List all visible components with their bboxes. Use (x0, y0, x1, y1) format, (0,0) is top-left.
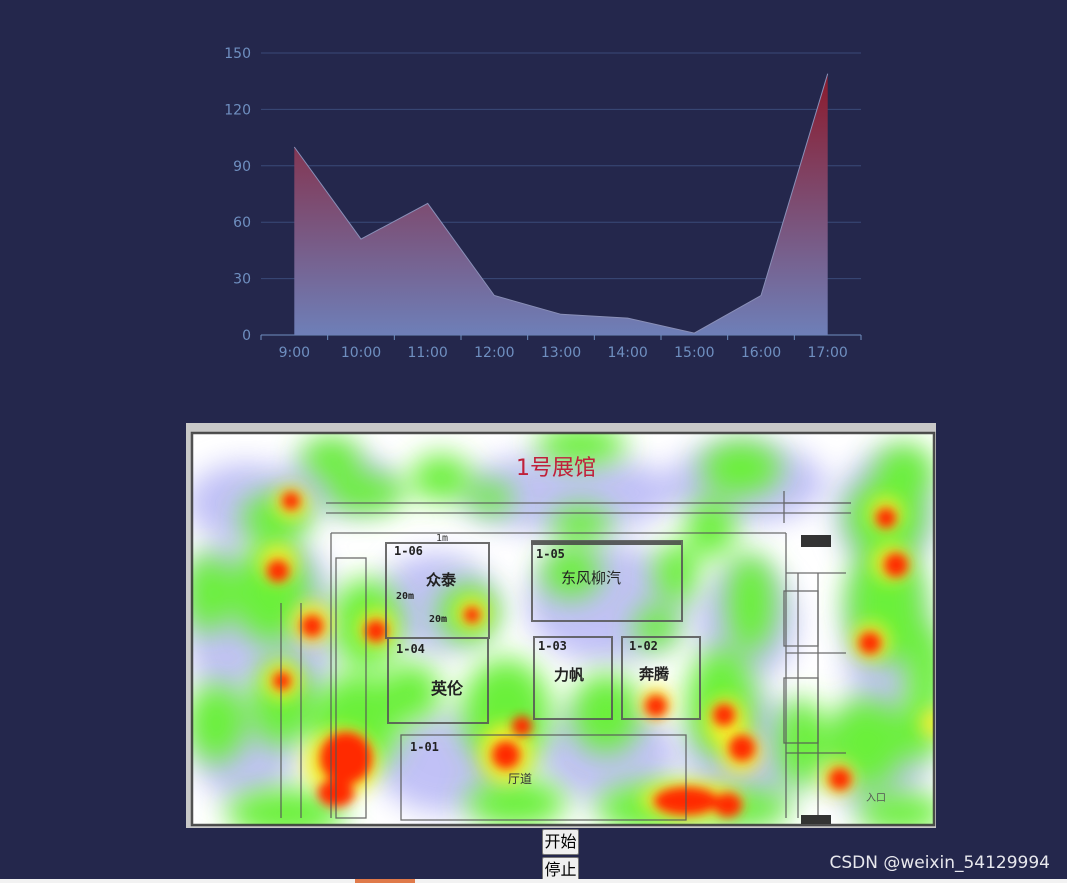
hall-title: 1号展馆 (516, 456, 596, 481)
booth-code: 1-05 (536, 547, 565, 561)
heat-blob (464, 607, 480, 623)
heat-blob (267, 560, 289, 582)
x-tick-label: 13:00 (541, 345, 581, 361)
heat-blob (829, 768, 851, 790)
heat-blob (301, 615, 323, 637)
heat-blob (654, 543, 698, 603)
scale-label: 1m (436, 533, 448, 544)
booth-code: 1-04 (396, 642, 425, 656)
y-tick-label: 120 (224, 102, 251, 118)
heat-blob (186, 683, 246, 763)
heat-blob (512, 716, 532, 736)
y-tick-label: 60 (233, 215, 251, 231)
booth-code: 1-02 (629, 639, 658, 653)
heat-blob (282, 492, 300, 510)
start-button[interactable]: 开始 (542, 829, 579, 855)
booth-code: 1-01 (410, 740, 439, 754)
y-tick-label: 150 (224, 46, 251, 62)
booth-name: 众泰 (426, 571, 457, 589)
heat-blob (729, 735, 755, 761)
x-tick-label: 17:00 (807, 345, 847, 361)
area-series-fill (294, 74, 827, 335)
y-tick-label: 30 (233, 272, 251, 288)
x-tick-label: 11:00 (407, 345, 447, 361)
booth-name: 力帆 (554, 666, 584, 684)
hall-corridor-label: 厅道 (508, 772, 532, 786)
heat-blob (859, 632, 881, 654)
booth-name: 东风柳汽 (561, 569, 621, 587)
heat-blob (273, 672, 291, 690)
x-tick-label: 9:00 (279, 345, 310, 361)
heat-blob (492, 741, 520, 769)
bottom-accent (355, 879, 415, 883)
heatmap-panel: 1号展馆 1m 1-06 众泰 20m 20m 1-05 东风柳汽 1-04 英… (186, 423, 936, 828)
y-tick-label: 0 (242, 328, 251, 344)
floorplan-heatmap: 1号展馆 1m 1-06 众泰 20m 20m 1-05 东风柳汽 1-04 英… (186, 423, 936, 828)
x-tick-label: 14:00 (607, 345, 647, 361)
heat-blob (320, 732, 372, 784)
x-tick-label: 16:00 (741, 345, 781, 361)
heat-blob (411, 454, 471, 502)
entrance-label: 入口 (866, 793, 886, 804)
heat-blob (876, 508, 896, 528)
heat-blob (713, 704, 735, 726)
booth-name: 奔腾 (638, 665, 670, 683)
heat-blob (686, 498, 736, 558)
heat-blob (469, 482, 513, 514)
y-tick-label: 90 (233, 159, 251, 175)
heat-blob (701, 440, 781, 496)
heat-blob (571, 673, 641, 753)
x-tick-label: 15:00 (674, 345, 714, 361)
heat-blob (365, 620, 387, 642)
heat-blob (326, 473, 406, 513)
dimension-label: 20m (429, 614, 447, 625)
booth-code: 1-06 (394, 544, 423, 558)
heat-blob (645, 695, 667, 717)
booth-name: 英伦 (430, 679, 464, 698)
bottom-strip (0, 879, 1067, 883)
booth-code: 1-03 (538, 639, 567, 653)
heat-blob (551, 505, 611, 541)
dimension-label: 20m (396, 591, 414, 602)
heat-blob (301, 436, 361, 480)
heat-blob (714, 793, 742, 817)
area-chart: 0 30 60 90 120 150 9:00 10:00 11:00 12:00 13:00 14… (0, 0, 1067, 380)
watermark: CSDN @weixin_54129994 (829, 853, 1050, 873)
heat-blob (884, 553, 908, 577)
x-tick-label: 12:00 (474, 345, 514, 361)
heat-blob (726, 553, 776, 653)
x-tick-label: 10:00 (341, 345, 381, 361)
